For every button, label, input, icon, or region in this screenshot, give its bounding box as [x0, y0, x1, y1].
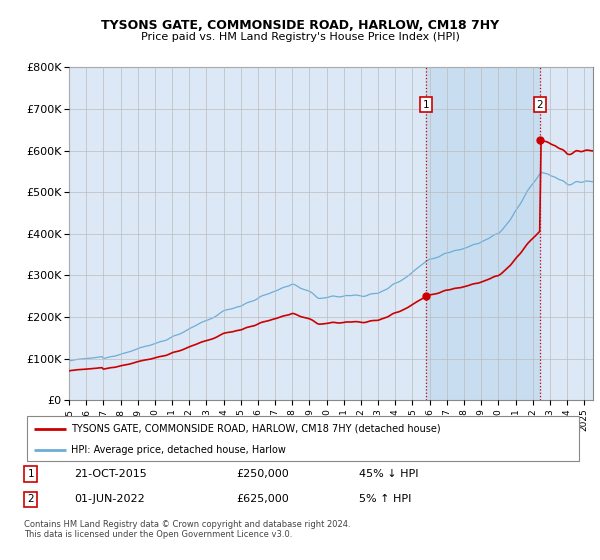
Text: 01-JUN-2022: 01-JUN-2022	[74, 494, 145, 505]
Text: 1: 1	[423, 100, 430, 110]
Text: 1: 1	[28, 469, 34, 479]
Text: TYSONS GATE, COMMONSIDE ROAD, HARLOW, CM18 7HY (detached house): TYSONS GATE, COMMONSIDE ROAD, HARLOW, CM…	[71, 423, 441, 433]
FancyBboxPatch shape	[27, 417, 579, 461]
Text: 2: 2	[28, 494, 34, 505]
Text: 2: 2	[536, 100, 543, 110]
Text: 45% ↓ HPI: 45% ↓ HPI	[359, 469, 418, 479]
Text: Price paid vs. HM Land Registry's House Price Index (HPI): Price paid vs. HM Land Registry's House …	[140, 32, 460, 42]
Text: HPI: Average price, detached house, Harlow: HPI: Average price, detached house, Harl…	[71, 445, 286, 455]
Text: 5% ↑ HPI: 5% ↑ HPI	[359, 494, 411, 505]
Text: Contains HM Land Registry data © Crown copyright and database right 2024.
This d: Contains HM Land Registry data © Crown c…	[24, 520, 350, 539]
Text: TYSONS GATE, COMMONSIDE ROAD, HARLOW, CM18 7HY: TYSONS GATE, COMMONSIDE ROAD, HARLOW, CM…	[101, 19, 499, 32]
Text: £625,000: £625,000	[236, 494, 289, 505]
Text: £250,000: £250,000	[236, 469, 289, 479]
Bar	[426, 67, 540, 400]
Text: 21-OCT-2015: 21-OCT-2015	[74, 469, 147, 479]
